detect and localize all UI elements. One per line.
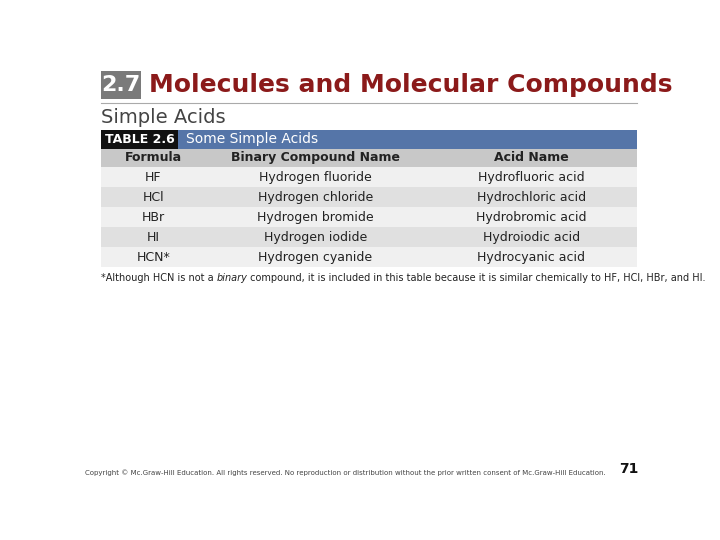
Text: Hydroiodic acid: Hydroiodic acid [482,231,580,244]
Text: binary: binary [217,273,248,284]
FancyBboxPatch shape [101,130,179,148]
FancyBboxPatch shape [101,148,637,167]
Text: TABLE 2.6: TABLE 2.6 [104,133,174,146]
Text: Hydrogen chloride: Hydrogen chloride [258,191,373,204]
FancyBboxPatch shape [101,227,637,247]
FancyBboxPatch shape [101,207,637,227]
Text: compound, it is included in this table because it is similar chemically to HF, H: compound, it is included in this table b… [248,273,706,284]
Text: Simple Acids: Simple Acids [101,107,225,127]
Text: Hydrogen fluoride: Hydrogen fluoride [259,171,372,184]
Text: Acid Name: Acid Name [494,151,569,165]
Text: Hydrogen cyanide: Hydrogen cyanide [258,251,372,264]
Text: Binary Compound Name: Binary Compound Name [231,151,400,165]
Text: 71: 71 [619,462,639,476]
Text: HF: HF [145,171,161,184]
Text: Hydrofluoric acid: Hydrofluoric acid [478,171,585,184]
Text: Hydrogen bromide: Hydrogen bromide [257,211,374,224]
FancyBboxPatch shape [101,167,637,187]
Text: Hydrogen iodide: Hydrogen iodide [264,231,367,244]
Text: HBr: HBr [142,211,165,224]
Text: HCl: HCl [143,191,164,204]
FancyBboxPatch shape [101,71,141,99]
Text: Copyright © Mc.Graw-Hill Education. All rights reserved. No reproduction or dist: Copyright © Mc.Graw-Hill Education. All … [86,469,606,476]
Text: Some Simple Acids: Some Simple Acids [186,132,318,146]
Text: Molecules and Molecular Compounds: Molecules and Molecular Compounds [149,73,672,97]
Text: Hydrobromic acid: Hydrobromic acid [476,211,587,224]
Text: HI: HI [147,231,160,244]
FancyBboxPatch shape [101,247,637,267]
Text: Hydrocyanic acid: Hydrocyanic acid [477,251,585,264]
Text: HCN*: HCN* [136,251,170,264]
FancyBboxPatch shape [101,187,637,207]
Text: *Although HCN is not a: *Although HCN is not a [101,273,217,284]
Text: 2.7: 2.7 [102,75,140,95]
FancyBboxPatch shape [179,130,637,148]
Text: Hydrochloric acid: Hydrochloric acid [477,191,586,204]
Text: Formula: Formula [125,151,181,165]
